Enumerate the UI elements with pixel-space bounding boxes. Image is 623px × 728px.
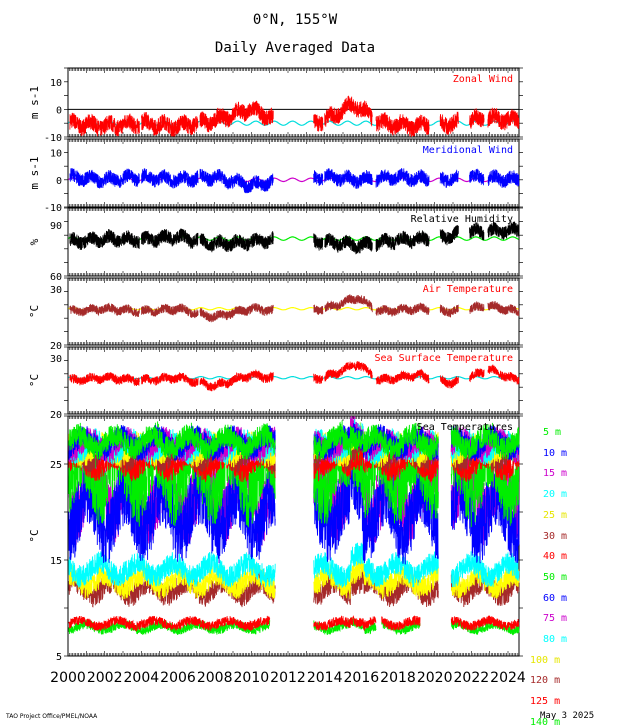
data-series <box>69 361 520 392</box>
x-tick-label: 2010 <box>234 670 270 686</box>
panel-0: m s-1 <box>28 67 523 138</box>
legend-item: 30 m <box>543 530 568 542</box>
panel-4: °C <box>28 346 523 415</box>
x-tick-label: 2020 <box>417 670 453 686</box>
panel-title: Meridional Wind <box>423 145 513 156</box>
x-tick-label: 2018 <box>380 670 416 686</box>
panel-3: °C <box>28 277 523 346</box>
panel-1: m s-1 <box>28 138 523 208</box>
panel-title: Zonal Wind <box>453 74 513 85</box>
panel-5: °C <box>28 415 523 657</box>
legend-item: 40 m <box>543 551 568 563</box>
y-tick-label: 30 <box>50 354 62 365</box>
y-axis-label: °C <box>28 529 41 542</box>
data-series <box>69 294 520 323</box>
y-tick-label: 10 <box>50 78 62 89</box>
panel-title: Sea Surface Temperature <box>375 353 513 364</box>
sea-temp-series-80m <box>68 542 520 588</box>
y-axis-label: m s-1 <box>28 86 41 119</box>
sea-temp-series-5m <box>68 422 520 461</box>
y-tick-label: 90 <box>50 221 62 232</box>
y-tick-label: 15 <box>50 556 62 567</box>
x-tick-label: 2024 <box>490 670 526 686</box>
legend-item: 20 m <box>543 489 568 501</box>
x-tick-label: 2008 <box>197 670 233 686</box>
data-series <box>69 168 520 194</box>
credit-text: TAO Project Office/PMEL/NOAA <box>6 713 98 720</box>
x-tick-label: 2016 <box>344 670 380 686</box>
x-tick-label: 2022 <box>454 670 490 686</box>
y-tick-label: -10 <box>44 203 62 214</box>
y-tick-label: 0 <box>56 105 62 116</box>
legend-item: 75 m <box>543 613 568 625</box>
x-tick-label: 2000 <box>50 670 86 686</box>
legend-item: 5 m <box>543 427 562 438</box>
y-axis-label: m s-1 <box>28 156 41 189</box>
legend-item: 125 m <box>530 696 561 708</box>
y-tick-label: 25 <box>50 460 62 471</box>
chart-title: 0°N, 155°W <box>252 12 338 28</box>
date-text: May 3 2025 <box>540 711 595 721</box>
x-tick-label: 2004 <box>124 670 160 686</box>
legend-item: 100 m <box>530 654 561 666</box>
y-tick-label: 0 <box>56 176 62 187</box>
y-tick-label: 60 <box>50 272 62 283</box>
legend-item: 25 m <box>543 509 568 521</box>
x-tick-label: 2006 <box>160 670 196 686</box>
sea-temp-series-125m <box>68 615 520 632</box>
panel-title: Air Temperature <box>423 284 513 295</box>
y-tick-label: 20 <box>50 341 62 352</box>
panel-title: Relative Humidity <box>411 214 513 225</box>
legend-item: 60 m <box>543 592 568 604</box>
panel-2: % <box>28 207 523 277</box>
legend-item: 50 m <box>543 571 568 583</box>
panel-title: Sea Temperatures <box>417 422 513 433</box>
legend-item: 10 m <box>543 447 568 459</box>
chart-subtitle: Daily Averaged Data <box>214 40 376 56</box>
y-tick-label: -10 <box>44 133 62 144</box>
y-tick-label: 5 <box>56 652 62 663</box>
x-tick-label: 2012 <box>270 670 306 686</box>
y-axis-label: °C <box>28 305 41 318</box>
y-axis-label: °C <box>28 374 41 387</box>
y-tick-label: 30 <box>50 285 62 296</box>
legend-item: 140 m <box>530 716 561 728</box>
data-series <box>69 95 520 137</box>
data-series <box>69 221 520 255</box>
y-axis-label: % <box>28 238 41 245</box>
x-tick-label: 2014 <box>307 670 343 686</box>
y-tick-label: 20 <box>50 410 62 421</box>
x-tick-label: 2002 <box>87 670 123 686</box>
legend-item: 15 m <box>543 468 568 480</box>
legend-item: 80 m <box>543 634 568 645</box>
y-tick-label: 10 <box>50 149 62 160</box>
legend-item: 120 m <box>530 675 561 687</box>
